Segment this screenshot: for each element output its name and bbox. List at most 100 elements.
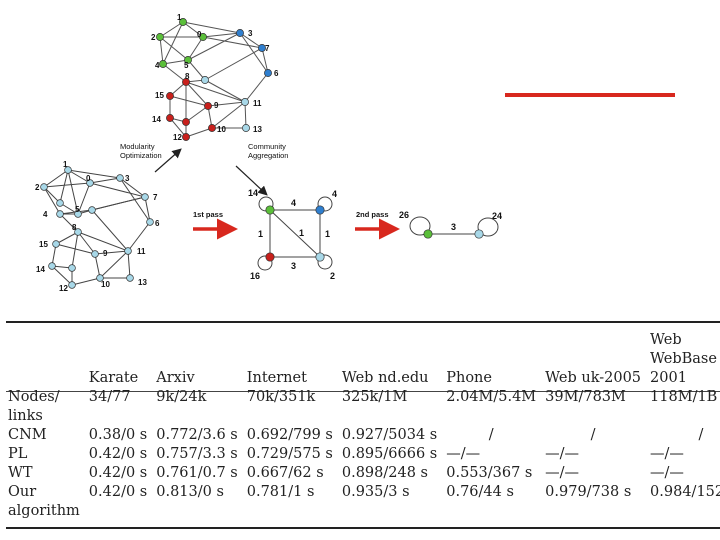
header-cell: Web uk-2005 xyxy=(545,370,642,386)
table-cell: 325k/1M xyxy=(341,389,408,405)
header-line: WebBase xyxy=(650,351,717,367)
aggregation-label: Aggregation xyxy=(248,151,288,160)
second-pass-label: 2nd pass xyxy=(356,210,389,219)
orig-node-label: 15 xyxy=(39,240,48,249)
orig-node-label: 5 xyxy=(75,205,80,214)
table-cell: 9k/24k xyxy=(156,389,207,405)
table-cell: 34/77 xyxy=(88,389,131,405)
orig-node-label: 9 xyxy=(103,249,108,258)
table-cell: 2.04M/5.4M xyxy=(446,389,537,405)
table-cell: 0.42/0 s xyxy=(88,446,148,462)
row-label-line: links xyxy=(8,408,43,424)
table-cell: 0.42/0 s xyxy=(88,484,148,500)
table-cell: 0.38/0 s xyxy=(88,427,148,443)
orig-node-label: 1 xyxy=(63,160,68,169)
top-node-label: 15 xyxy=(155,91,164,100)
header-line: 2001 xyxy=(650,370,687,386)
pass2-edge-weight: 3 xyxy=(451,222,456,232)
table-cell: 0.781/1 s xyxy=(246,484,315,500)
header-cell: Arxiv xyxy=(156,370,195,386)
orig-node-label: 13 xyxy=(138,278,147,287)
table-top-rule xyxy=(6,321,720,323)
orig-node-label: 0 xyxy=(86,174,91,183)
table-cell: 0.667/62 s xyxy=(246,465,324,481)
table-cell: / xyxy=(698,427,704,443)
pass1-edge-weight: 3 xyxy=(291,261,296,271)
top-node-label: 7 xyxy=(265,44,270,53)
header-cell: Phone xyxy=(446,370,492,386)
table-cell: —/— xyxy=(650,446,684,462)
top-node-label: 1 xyxy=(177,13,182,22)
top-node-label: 4 xyxy=(155,61,160,70)
first-pass-label: 1st pass xyxy=(193,210,223,219)
table-cell: 0.772/3.6 s xyxy=(156,427,238,443)
header-cell: Web WebBase 2001 xyxy=(648,326,720,388)
row-label: CNM xyxy=(8,427,47,443)
pass1-edge-weight: 1 xyxy=(299,228,304,238)
table-cell: 0.761/0.7 s xyxy=(156,465,238,481)
row-label: WT xyxy=(8,465,33,481)
original-graph-nodes xyxy=(40,166,154,289)
pass1-edge-weight: 4 xyxy=(291,198,296,208)
aggregation-arrow xyxy=(235,165,268,196)
table-cell: 0.757/3.3 s xyxy=(156,446,238,462)
colored-graph-nodes xyxy=(156,18,272,141)
optimization-label: Optimization xyxy=(120,151,162,160)
top-node-label: 0 xyxy=(197,30,202,39)
top-node-label: 8 xyxy=(185,72,190,81)
pass1-graph xyxy=(257,196,333,271)
orig-node-label: 3 xyxy=(125,174,130,183)
table-row: Our algorithm 0.42/0 s 0.813/0 s 0.781/1 … xyxy=(6,483,720,521)
top-node-label: 13 xyxy=(253,125,262,134)
orig-node-label: 4 xyxy=(43,210,48,219)
table-cell: 0.984/152 mn xyxy=(650,484,720,500)
orig-node-label: 11 xyxy=(137,247,146,256)
table-cell: / xyxy=(590,427,596,443)
row-label: Nodes/links xyxy=(6,388,87,426)
table-cell: 0.692/799 s xyxy=(246,427,333,443)
table-cell: —/— xyxy=(545,446,580,462)
orig-node-label: 8 xyxy=(72,223,77,232)
pass1-node-weight: 16 xyxy=(250,271,260,281)
modularity-label: Modularity xyxy=(120,142,155,151)
table-row: WT 0.42/0 s 0.761/0.7 s 0.667/62 s 0.898… xyxy=(6,464,720,483)
pass1-nodes xyxy=(265,205,325,262)
top-node-label: 14 xyxy=(152,115,161,124)
row-label: Our algorithm xyxy=(6,483,87,521)
table-cell: —/— xyxy=(446,446,481,462)
pass1-edge-weight: 1 xyxy=(325,229,330,239)
header-cell xyxy=(6,326,87,388)
top-node-label: 5 xyxy=(184,61,189,70)
pass1-node-weight: 14 xyxy=(248,188,258,198)
top-node-label: 6 xyxy=(274,69,279,78)
performance-table: Karate Arxiv Internet Web nd.edu Phone W… xyxy=(6,326,720,521)
table-cell: 0.42/0 s xyxy=(88,465,148,481)
header-cell: Karate xyxy=(88,370,139,386)
top-node-label: 11 xyxy=(253,99,262,108)
pass2-graph xyxy=(409,216,499,237)
table-cell: 70k/351k xyxy=(246,389,316,405)
table-cell: 0.927/5034 s xyxy=(341,427,438,443)
header-cell: Web nd.edu xyxy=(341,370,429,386)
header-line: Web xyxy=(650,332,682,348)
pass1-edge-weight: 1 xyxy=(258,229,263,239)
table-row: Nodes/links 34/77 9k/24k 70k/351k 325k/1… xyxy=(6,388,720,426)
table-cell: 118M/1B xyxy=(650,389,718,405)
table-cell: 0.729/575 s xyxy=(246,446,333,462)
colored-community-graph xyxy=(159,21,269,138)
table-cell: 0.813/0 s xyxy=(156,484,224,500)
table-cell: 0.979/738 s xyxy=(545,484,632,500)
table-cell: 0.76/44 s xyxy=(446,484,514,500)
pass2-nodes xyxy=(423,229,484,239)
table-cell: —/— xyxy=(650,465,684,481)
row-label: PL xyxy=(8,446,28,462)
pass1-node-weight: 4 xyxy=(332,189,337,199)
orig-node-label: 12 xyxy=(59,284,68,293)
table-cell: 39M/783M xyxy=(545,389,626,405)
pass2-node-weight: 24 xyxy=(492,211,502,221)
table-header-row: Karate Arxiv Internet Web nd.edu Phone W… xyxy=(6,326,720,388)
table-row: CNM 0.38/0 s 0.772/3.6 s 0.692/799 s 0.9… xyxy=(6,426,720,445)
table-cell: / xyxy=(488,427,494,443)
table-bottom-rule xyxy=(6,527,720,529)
optimization-arrow xyxy=(154,148,182,173)
